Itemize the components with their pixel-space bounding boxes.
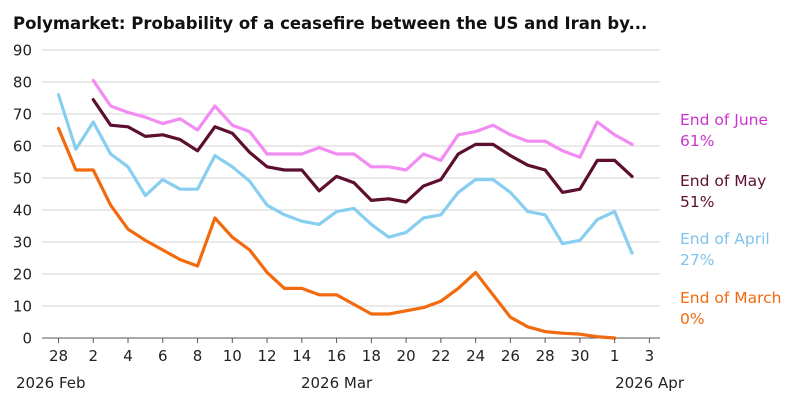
y-tick-label: 50	[13, 170, 32, 188]
y-tick-label: 80	[13, 74, 32, 92]
legend-series-name: End of May	[680, 172, 766, 190]
y-tick-label: 30	[13, 234, 32, 252]
x-tick-label: 14	[292, 347, 311, 365]
series-lines	[56, 78, 634, 340]
grid	[42, 49, 660, 339]
legend: End of June 61% End of May 51% End of April 2…	[680, 111, 782, 328]
x-tick-label: 28	[49, 347, 68, 365]
legend-entry: End of May 51%	[680, 172, 766, 211]
x-tick-label: 10	[223, 347, 242, 365]
x-tick-label: 22	[431, 347, 450, 365]
y-tick-label: 0	[22, 330, 32, 348]
legend-series-value: 51%	[680, 193, 714, 211]
series-line-end-of-june	[91, 78, 634, 172]
chart-title: Polymarket: Probability of a ceasefire b…	[13, 14, 647, 33]
y-tick-label: 70	[13, 106, 32, 124]
y-tick-label: 90	[13, 42, 32, 60]
x-tick-label: 1	[610, 347, 620, 365]
x-axis-ticks: 28 2 4 6 8 10 12 14 16 18 20 22 24 26 28 30 1 3	[49, 338, 654, 365]
x-period-label: 2026 Apr	[615, 374, 685, 392]
x-tick-label: 2	[88, 347, 98, 365]
legend-series-value: 61%	[680, 132, 714, 150]
x-tick-label: 8	[193, 347, 203, 365]
x-tick-label: 24	[466, 347, 485, 365]
y-tick-label: 10	[13, 298, 32, 316]
legend-entry: End of June 61%	[680, 111, 768, 150]
legend-series-name: End of June	[680, 111, 768, 129]
x-tick-label: 20	[397, 347, 416, 365]
series-line-end-of-may	[91, 97, 634, 204]
legend-series-name: End of April	[680, 230, 770, 248]
series-line-end-of-march	[56, 126, 617, 340]
y-tick-label: 20	[13, 266, 32, 284]
y-axis-ticks: 0 10 20 30 40 50 60 70 80 90	[13, 42, 32, 348]
x-tick-label: 30	[570, 347, 589, 365]
legend-entry: End of April 27%	[680, 230, 770, 269]
series-line-end-of-april	[56, 93, 634, 255]
x-tick-label: 12	[258, 347, 277, 365]
x-tick-label: 4	[123, 347, 133, 365]
legend-series-name: End of March	[680, 289, 782, 307]
legend-series-value: 0%	[680, 310, 705, 328]
x-tick-label: 28	[536, 347, 555, 365]
legend-entry: End of March 0%	[680, 289, 782, 328]
x-tick-label: 26	[501, 347, 520, 365]
x-period-label: 2026 Feb	[16, 374, 86, 392]
x-period-label: 2026 Mar	[301, 374, 373, 392]
y-tick-label: 40	[13, 202, 32, 220]
y-tick-label: 60	[13, 138, 32, 156]
x-tick-label: 6	[158, 347, 168, 365]
legend-series-value: 27%	[680, 251, 714, 269]
x-tick-label: 16	[327, 347, 346, 365]
x-tick-label: 18	[362, 347, 381, 365]
x-axis-period-labels: 2026 Feb 2026 Mar 2026 Apr	[16, 374, 685, 392]
x-tick-label: 3	[645, 347, 655, 365]
